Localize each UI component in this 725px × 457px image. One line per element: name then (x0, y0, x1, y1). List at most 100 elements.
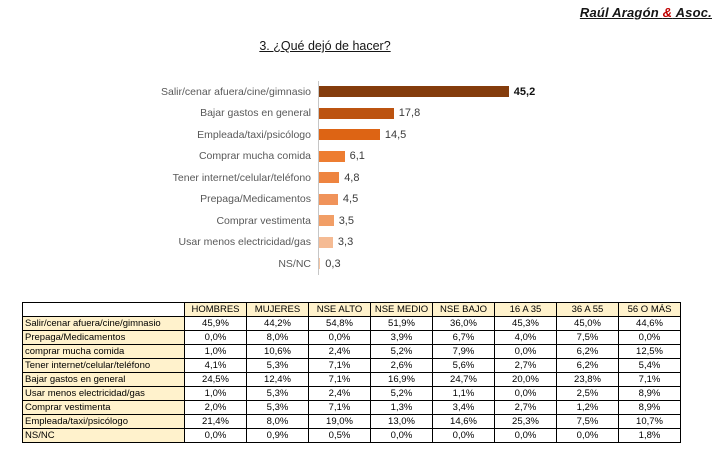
table-cell: 23,8% (556, 372, 619, 387)
chart-row: NS/NC 0,3 (0, 253, 709, 275)
chart-bar-area: 14,5 (318, 124, 709, 146)
table-cell: 1,3% (370, 400, 433, 415)
table-row-label: Prepaga/Medicamentos (22, 330, 185, 345)
table-cell: 6,2% (556, 358, 619, 373)
table-cell: 10,6% (246, 344, 309, 359)
chart-bar-area: 6,1 (318, 145, 709, 167)
table-header-cell: HOMBRES (184, 302, 247, 317)
chart-bar (319, 129, 380, 141)
chart-category-label: Empleada/taxi/psicólogo (197, 128, 311, 141)
chart-row: Prepaga/Medicamentos 4,5 (0, 188, 709, 210)
chart-category-label: Salir/cenar afuera/cine/gimnasio (161, 85, 311, 98)
table-cell: 0,9% (246, 428, 309, 443)
table-row-label: Usar menos electricidad/gas (22, 386, 185, 401)
chart-title: 3. ¿Qué dejó de hacer? (0, 39, 650, 53)
table-cell: 6,2% (556, 344, 619, 359)
chart-value-label: 3,3 (337, 236, 354, 249)
chart-bar-area: 45,2 (318, 81, 709, 103)
table-cell: 1,0% (184, 386, 247, 401)
table-header-cell: MUJERES (246, 302, 309, 317)
chart-bar (319, 258, 321, 270)
table-header-cell: 56 O MÁS (618, 302, 681, 317)
table-cell: 5,6% (432, 358, 495, 373)
table-header-cell: 36 A 55 (556, 302, 619, 317)
table-cell: 0,0% (494, 428, 557, 443)
table-cell: 5,3% (246, 386, 309, 401)
table-row-label: Empleada/taxi/psicólogo (22, 414, 185, 429)
table-cell: 0,0% (494, 386, 557, 401)
chart-bar-area: 3,5 (318, 210, 709, 232)
table-cell: 44,6% (618, 316, 681, 331)
table-cell: 5,2% (370, 344, 433, 359)
table-cell: 44,2% (246, 316, 309, 331)
brand-ampersand: & (662, 5, 673, 20)
chart-row: Bajar gastos en general 17,8 (0, 102, 709, 124)
table-row: Prepaga/Medicamentos 0,0% 8,0% 0,0% 3,9% 6,7%… (22, 330, 681, 345)
table-header-cell: NSE MEDIO (370, 302, 433, 317)
table-cell: 24,7% (432, 372, 495, 387)
chart-row: Comprar mucha comida 6,1 (0, 145, 709, 167)
table-cell: 1,2% (556, 400, 619, 415)
table-cell: 7,5% (556, 414, 619, 429)
table-cell: 0,0% (370, 428, 433, 443)
data-table: HOMBRES MUJERES NSE ALTO NSE MEDIO NSE BAJO 1… (22, 302, 681, 443)
table-corner-cell (22, 302, 185, 317)
table-cell: 4,0% (494, 330, 557, 345)
table-cell: 0,0% (618, 330, 681, 345)
table-row-label: Comprar vestimenta (22, 400, 185, 415)
chart-bar (319, 86, 509, 98)
table-cell: 1,0% (184, 344, 247, 359)
table-cell: 8,9% (618, 386, 681, 401)
table-cell: 45,9% (184, 316, 247, 331)
table-cell: 0,0% (184, 330, 247, 345)
table-header-cell: 16 A 35 (494, 302, 557, 317)
brand-logo: Raúl Aragón & Asoc. (580, 5, 712, 20)
table-cell: 2,4% (308, 344, 371, 359)
table-row: Comprar vestimenta 2,0% 5,3% 7,1% 1,3% 3,4% 2,… (22, 400, 681, 415)
chart-bar-area: 0,3 (318, 253, 709, 275)
chart-bar (319, 236, 333, 248)
table-cell: 7,1% (308, 372, 371, 387)
chart-value-label: 45,2 (513, 85, 536, 98)
table-cell: 36,0% (432, 316, 495, 331)
chart-category-label: Prepaga/Medicamentos (200, 193, 311, 206)
table-header-cell: NSE BAJO (432, 302, 495, 317)
chart-bar (319, 107, 394, 119)
chart-category-label: Comprar mucha comida (198, 150, 311, 163)
brand-text-right: Asoc. (672, 5, 712, 20)
table-cell: 3,4% (432, 400, 495, 415)
table-cell: 8,0% (246, 330, 309, 345)
chart-value-label: 17,8 (398, 107, 421, 120)
table-cell: 51,9% (370, 316, 433, 331)
table-row: NS/NC 0,0% 0,9% 0,5% 0,0% 0,0% 0,0% 0,0% 1,8% (22, 428, 681, 443)
chart-bar-area: 4,5 (318, 188, 709, 210)
table-cell: 25,3% (494, 414, 557, 429)
table-cell: 7,5% (556, 330, 619, 345)
table-row: Empleada/taxi/psicólogo 21,4% 8,0% 19,0% 13,… (22, 414, 681, 429)
table-cell: 0,0% (184, 428, 247, 443)
table-cell: 1,8% (618, 428, 681, 443)
table-cell: 16,9% (370, 372, 433, 387)
table-body: Salir/cenar afuera/cine/gimnasio 45,9% 44,… (22, 316, 681, 443)
table-cell: 0,5% (308, 428, 371, 443)
bar-chart: Salir/cenar afuera/cine/gimnasio 45,2 Baja… (0, 81, 709, 275)
chart-bar-area: 4,8 (318, 167, 709, 189)
table-header-cell: NSE ALTO (308, 302, 371, 317)
table-cell: 2,4% (308, 386, 371, 401)
table-cell: 5,4% (618, 358, 681, 373)
table-header-row: HOMBRES MUJERES NSE ALTO NSE MEDIO NSE BAJO 1… (22, 302, 681, 317)
table-cell: 2,7% (494, 400, 557, 415)
table-row-label: NS/NC (22, 428, 185, 443)
chart-row: Salir/cenar afuera/cine/gimnasio 45,2 (0, 81, 709, 103)
chart-value-label: 0,3 (325, 257, 341, 270)
table-cell: 5,3% (246, 400, 309, 415)
table-cell: 0,0% (432, 428, 495, 443)
table-cell: 5,3% (246, 358, 309, 373)
table-cell: 21,4% (184, 414, 247, 429)
chart-row: Tener internet/celular/teléfono 4,8 (0, 167, 709, 189)
chart-category-label: Usar menos electricidad/gas (178, 236, 311, 249)
chart-category-label: Bajar gastos en general (200, 107, 311, 120)
table-cell: 0,0% (308, 330, 371, 345)
table-cell: 6,7% (432, 330, 495, 345)
